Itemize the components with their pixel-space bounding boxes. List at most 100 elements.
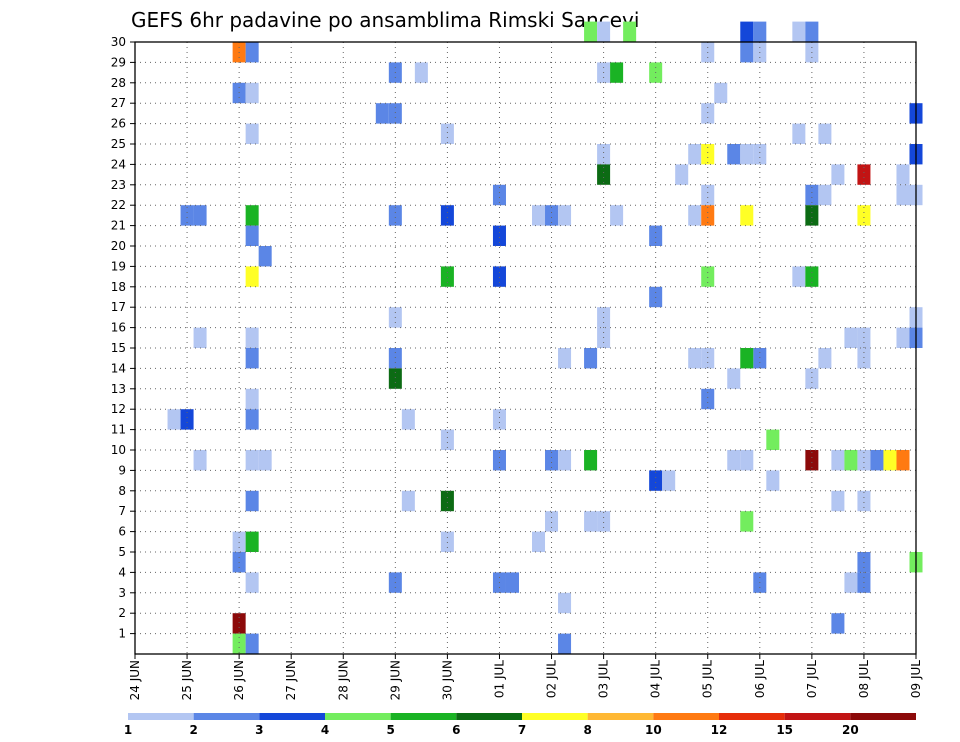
precip-cell	[375, 103, 389, 124]
precip-cell	[844, 572, 858, 593]
precip-cell	[675, 164, 689, 185]
y-tick-label: 17	[111, 300, 126, 314]
legend-label: 3	[255, 723, 263, 737]
precip-cell	[440, 429, 454, 450]
y-tick-label: 9	[118, 463, 126, 477]
precip-cell	[740, 450, 754, 471]
precip-cell	[492, 225, 506, 246]
precip-cell	[883, 450, 897, 471]
y-tick-label: 13	[111, 382, 126, 396]
legend-swatch	[128, 713, 194, 720]
precip-cell	[857, 490, 871, 512]
precip-cell	[701, 348, 715, 369]
y-tick-label: 28	[111, 76, 126, 90]
precip-cell	[688, 205, 702, 226]
precip-cell	[740, 348, 754, 369]
y-tick-label: 19	[111, 259, 126, 273]
precip-cell	[193, 450, 207, 471]
x-tick-label: 05 JUL	[701, 660, 715, 698]
precip-cell	[258, 450, 272, 471]
precip-cell	[857, 450, 871, 471]
precip-cell	[740, 42, 754, 63]
precip-cell	[701, 184, 715, 206]
precip-cell	[831, 490, 845, 512]
precip-cell	[805, 21, 819, 42]
precip-cell	[558, 592, 572, 614]
precip-cell	[610, 62, 624, 83]
precip-cell	[688, 144, 702, 165]
precip-cell	[818, 123, 832, 144]
precip-cell	[805, 184, 819, 206]
precip-cell	[440, 123, 454, 144]
precip-cell	[896, 450, 910, 471]
precip-cell	[492, 266, 506, 287]
legend-swatch	[653, 713, 719, 720]
precip-cell	[805, 450, 819, 471]
legend-swatch	[784, 713, 851, 720]
precip-cell	[870, 450, 884, 471]
legend-swatch	[259, 713, 325, 720]
precip-cell	[831, 164, 845, 185]
x-tick-label: 02 JUL	[545, 660, 559, 698]
legend-label: 1	[124, 723, 132, 737]
legend-swatch	[587, 713, 654, 720]
y-tick-label: 20	[111, 239, 126, 253]
precip-cell	[740, 205, 754, 226]
precip-cell	[844, 450, 858, 471]
precip-cell	[688, 348, 702, 369]
precip-cell	[245, 225, 259, 246]
precip-cell	[584, 511, 598, 532]
precip-cell	[792, 266, 806, 287]
precip-cell	[532, 205, 546, 226]
precip-cell	[492, 409, 506, 430]
legend-swatch	[390, 713, 457, 720]
x-tick-label: 08 JUL	[857, 660, 871, 698]
precip-cell	[245, 42, 259, 63]
x-tick-label: 29 JUN	[388, 660, 402, 700]
precip-cell	[388, 368, 402, 389]
legend-swatch	[456, 713, 522, 720]
y-tick-label: 6	[118, 525, 126, 539]
precip-cell	[245, 82, 259, 104]
precip-cell	[558, 205, 572, 226]
precip-cell	[245, 490, 259, 512]
y-tick-label: 29	[111, 55, 126, 69]
precip-cell	[584, 450, 598, 471]
precip-cell	[792, 21, 806, 42]
x-tick-label: 07 JUL	[805, 660, 819, 698]
x-axis: 24 JUN 25 JUN 26 JUN 27 JUN 28 JUN 29 JUN 30 J…	[128, 654, 923, 700]
y-tick-label: 15	[111, 341, 126, 355]
precip-cell	[701, 266, 715, 287]
precip-cell	[401, 409, 415, 430]
precip-cell	[245, 205, 259, 226]
precip-cell	[558, 450, 572, 471]
x-tick-label: 24 JUN	[128, 660, 142, 700]
precip-cell	[532, 531, 546, 552]
color-legend: 1 2 3 4 5 6 7 8 10 12 15 20	[124, 713, 916, 737]
precip-cell	[440, 490, 454, 512]
precip-cell	[232, 613, 246, 634]
y-tick-label: 5	[118, 545, 126, 559]
precip-cell	[232, 633, 246, 654]
precip-cell	[792, 123, 806, 144]
x-tick-label: 03 JUL	[597, 660, 611, 698]
precip-cell	[753, 21, 767, 42]
precip-cell	[623, 21, 637, 42]
precip-cell	[727, 368, 741, 389]
legend-label: 10	[645, 723, 662, 737]
chart-title: GEFS 6hr padavine po ansamblima Rimski S…	[131, 8, 639, 32]
legend-label: 4	[321, 723, 329, 737]
precip-cell	[805, 368, 819, 389]
y-tick-label: 1	[118, 627, 126, 641]
precip-cell	[245, 327, 259, 348]
y-tick-label: 14	[111, 361, 126, 375]
y-axis: 1234567891011121314151617181920212223242…	[111, 35, 135, 641]
precip-cell	[388, 205, 402, 226]
x-tick-label: 06 JUL	[753, 660, 767, 698]
precip-cell	[896, 184, 910, 206]
precip-cell	[714, 82, 728, 104]
precip-cell	[701, 388, 715, 410]
precip-cell	[401, 490, 415, 512]
precip-cell	[844, 327, 858, 348]
precip-cell	[805, 266, 819, 287]
